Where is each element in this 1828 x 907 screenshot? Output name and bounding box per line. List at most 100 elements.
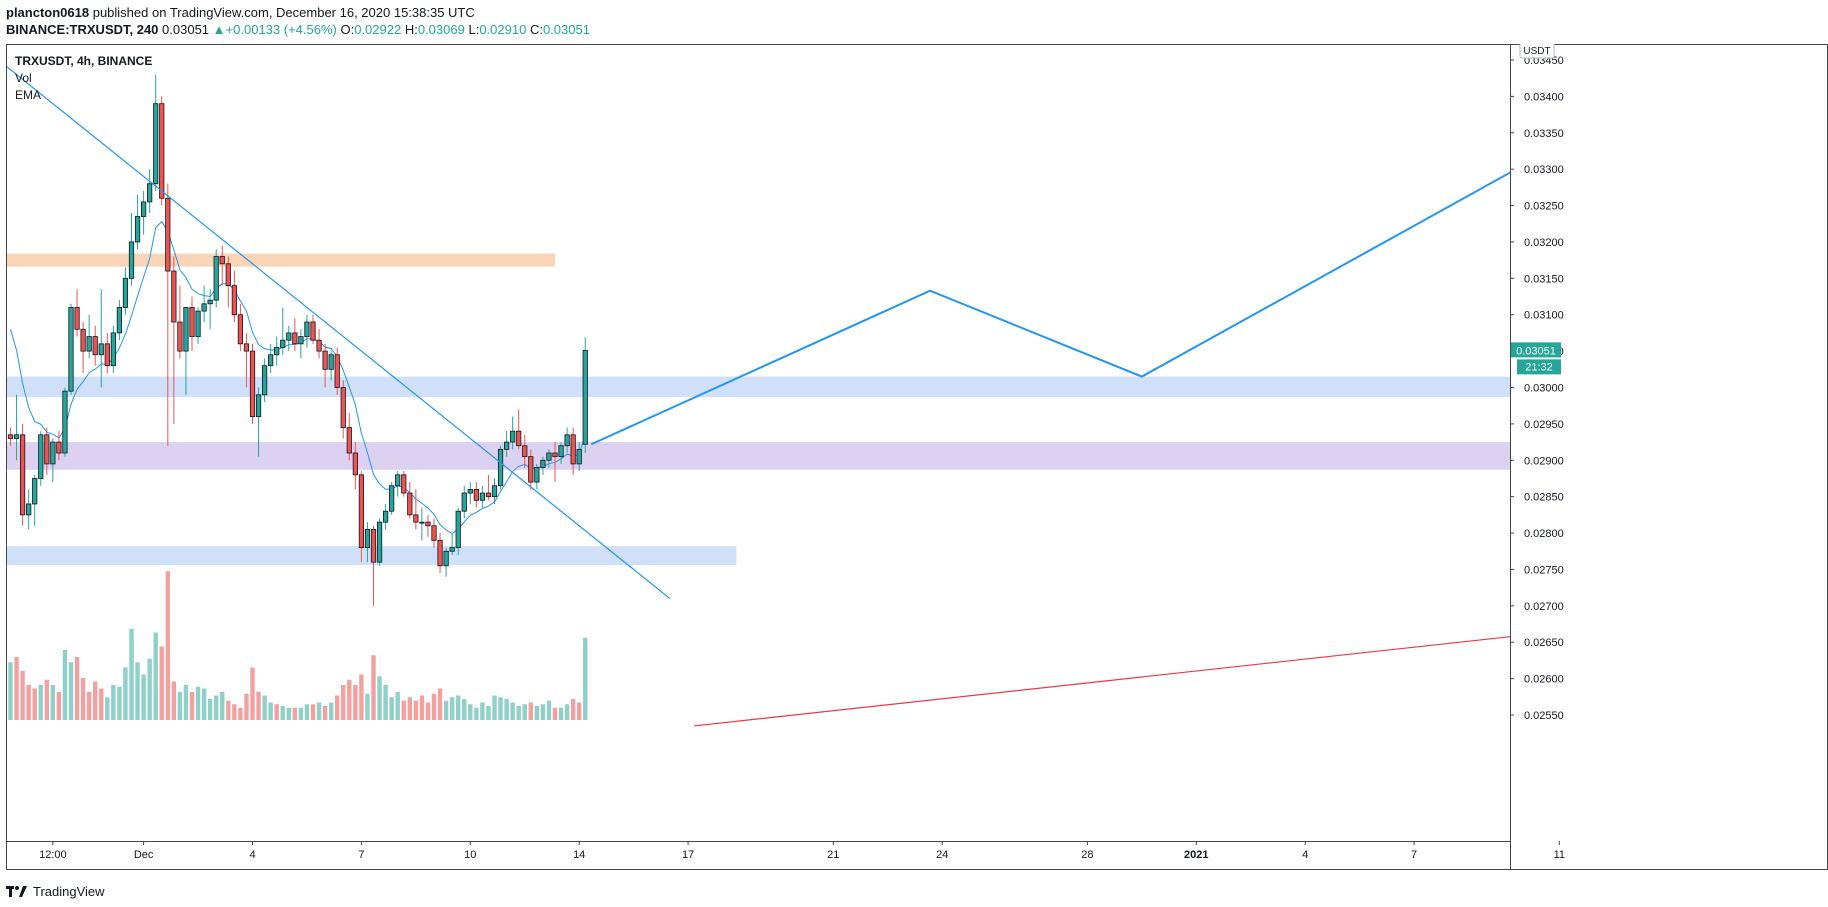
candle bbox=[86, 314, 92, 359]
candle bbox=[497, 445, 504, 490]
volume-bar bbox=[570, 699, 576, 720]
legend-indicator-vol[interactable]: Vol bbox=[15, 71, 32, 85]
volume-bar bbox=[147, 658, 152, 720]
candle bbox=[243, 332, 250, 388]
projection-path bbox=[590, 171, 1510, 446]
candle-body bbox=[50, 441, 56, 465]
candle-body bbox=[74, 307, 80, 330]
volume-bar bbox=[552, 707, 558, 720]
volume-bar bbox=[431, 693, 437, 720]
candle bbox=[461, 485, 467, 519]
candle bbox=[110, 325, 116, 373]
volume-bar bbox=[183, 685, 189, 720]
volume-bar bbox=[322, 706, 328, 720]
candle bbox=[195, 307, 201, 344]
candle-body bbox=[32, 478, 38, 505]
chart-area[interactable]: 0.03450 0.03400 0.03350 0.03300 0.03250 0.032… bbox=[6, 44, 1828, 871]
candle-body bbox=[431, 525, 437, 541]
ascending-trendline-red bbox=[694, 636, 1510, 727]
candle-body bbox=[382, 510, 389, 523]
volume-bar bbox=[474, 707, 479, 720]
candle bbox=[213, 249, 219, 308]
candle bbox=[74, 289, 80, 337]
current-price-box bbox=[1511, 342, 1561, 358]
volume-bar bbox=[207, 699, 213, 720]
candle bbox=[503, 431, 510, 457]
legend-title[interactable]: TRXUSDT, 4h, BINANCE bbox=[15, 54, 153, 68]
candle-body bbox=[86, 336, 92, 352]
volume-bar bbox=[298, 707, 304, 720]
volume-bar bbox=[498, 697, 503, 720]
candle-body bbox=[213, 256, 219, 301]
volume-bar bbox=[407, 697, 412, 720]
candle-body bbox=[425, 521, 431, 527]
volume-bar bbox=[480, 702, 485, 720]
x-tick-label: 2021 bbox=[1184, 849, 1208, 861]
volume-bar bbox=[99, 688, 104, 720]
candle-body bbox=[207, 299, 213, 305]
candle-body bbox=[304, 321, 310, 337]
candle bbox=[261, 358, 268, 403]
candle bbox=[473, 482, 479, 508]
candle-body bbox=[128, 241, 135, 279]
symbol-interval: BINANCE:TRXUSDT, 240 bbox=[6, 22, 159, 37]
x-tick-label: 17 bbox=[682, 849, 694, 861]
candle bbox=[528, 449, 534, 490]
candle bbox=[328, 351, 334, 381]
candle-body bbox=[310, 321, 316, 341]
candle-body bbox=[455, 510, 461, 549]
legend-indicator-ema[interactable]: EMA bbox=[15, 88, 42, 102]
candle-body bbox=[153, 103, 159, 185]
candle-body bbox=[274, 347, 280, 356]
candle-body bbox=[552, 452, 558, 458]
candle bbox=[485, 474, 492, 501]
volume-bar bbox=[371, 655, 376, 720]
candle bbox=[322, 343, 328, 388]
candle bbox=[558, 442, 564, 464]
volume-bar bbox=[262, 695, 267, 720]
candle-body bbox=[582, 349, 588, 445]
candle bbox=[159, 96, 165, 206]
candle-body bbox=[461, 492, 467, 512]
volume-bar bbox=[540, 704, 546, 720]
candle-body bbox=[522, 445, 528, 458]
author-name[interactable]: plancton0618 bbox=[6, 5, 90, 20]
candle-body bbox=[558, 445, 564, 458]
tradingview-logo-icon bbox=[6, 884, 28, 898]
volume-bar bbox=[214, 695, 219, 720]
x-tick-label: Dec bbox=[134, 849, 154, 861]
candle-body bbox=[491, 485, 498, 498]
candle-body bbox=[92, 336, 98, 356]
volume-bar bbox=[558, 707, 564, 720]
countdown-label: 21:32 bbox=[1525, 361, 1553, 373]
candle-body bbox=[134, 216, 141, 243]
volume-bar bbox=[56, 692, 62, 720]
candle-body bbox=[328, 354, 334, 370]
volume-bar bbox=[304, 704, 310, 720]
candle bbox=[358, 471, 365, 563]
candle bbox=[552, 442, 558, 483]
candle bbox=[346, 412, 352, 461]
candle-body bbox=[19, 434, 26, 516]
candle-body bbox=[122, 277, 129, 308]
candle bbox=[467, 482, 473, 504]
volume-bar bbox=[419, 695, 425, 720]
close-value: 0.03051 bbox=[542, 22, 590, 37]
candle-body bbox=[449, 547, 455, 552]
chart-canvas[interactable]: 0.034500.034000.033500.033000.032500.032… bbox=[6, 44, 1828, 870]
candle bbox=[352, 442, 358, 490]
candle bbox=[268, 343, 274, 373]
volume-bar bbox=[413, 700, 419, 720]
candle-body bbox=[62, 390, 68, 454]
candle-body bbox=[340, 387, 346, 428]
volume-bar bbox=[389, 697, 394, 720]
y-tick-label: 0.02600 bbox=[1524, 674, 1564, 686]
candle-body bbox=[473, 488, 479, 501]
candle-body bbox=[413, 514, 419, 523]
volume-bar bbox=[546, 700, 552, 720]
candle-body bbox=[249, 350, 256, 418]
symbol-info-line: BINANCE:TRXUSDT, 240 0.03051 ▲+0.00133 (… bbox=[6, 22, 590, 37]
candle bbox=[292, 318, 298, 352]
candle bbox=[147, 169, 153, 213]
x-tick-label: 28 bbox=[1081, 849, 1093, 861]
